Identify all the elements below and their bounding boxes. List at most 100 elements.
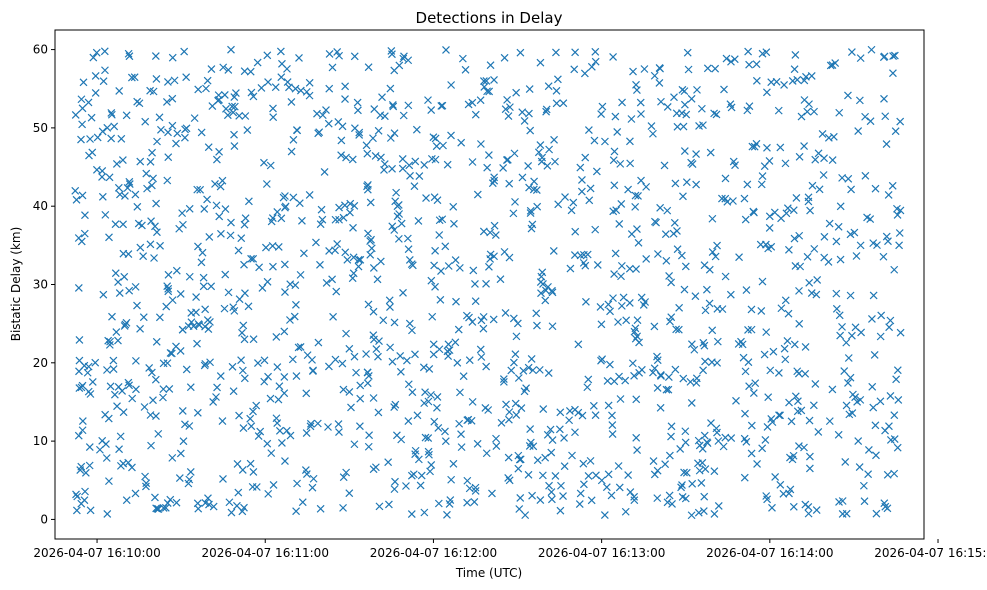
data-point bbox=[142, 479, 151, 488]
data-point bbox=[316, 504, 325, 513]
data-point bbox=[216, 372, 225, 380]
data-point bbox=[861, 112, 870, 121]
data-point bbox=[125, 52, 134, 61]
data-point bbox=[131, 190, 140, 199]
data-point bbox=[101, 66, 109, 75]
data-point bbox=[308, 367, 317, 375]
data-point bbox=[671, 179, 680, 188]
data-point bbox=[712, 424, 721, 433]
data-point bbox=[408, 326, 416, 335]
data-point bbox=[452, 297, 460, 306]
data-point bbox=[764, 244, 773, 253]
data-point bbox=[380, 112, 389, 121]
data-point bbox=[804, 193, 813, 202]
y-tick-label: 50 bbox=[33, 121, 48, 135]
data-point bbox=[350, 201, 359, 210]
data-point bbox=[240, 335, 249, 344]
data-point bbox=[471, 280, 479, 288]
data-point bbox=[91, 71, 100, 80]
data-point bbox=[504, 474, 513, 482]
data-point bbox=[882, 232, 891, 241]
data-point bbox=[688, 160, 697, 168]
y-tick-label: 20 bbox=[33, 356, 48, 370]
data-point bbox=[125, 177, 134, 186]
data-point bbox=[103, 123, 112, 132]
data-point bbox=[247, 88, 256, 97]
data-point bbox=[341, 95, 349, 104]
data-point bbox=[402, 356, 411, 365]
data-point bbox=[579, 459, 588, 468]
data-point bbox=[289, 135, 298, 144]
data-point bbox=[309, 474, 318, 483]
data-point bbox=[793, 407, 802, 416]
data-point bbox=[234, 488, 243, 497]
data-point bbox=[172, 342, 180, 351]
data-point bbox=[91, 89, 100, 97]
data-point bbox=[835, 108, 844, 117]
data-point bbox=[287, 147, 296, 156]
data-point bbox=[792, 193, 801, 202]
data-point bbox=[510, 149, 519, 158]
data-point bbox=[795, 231, 804, 240]
data-point bbox=[227, 45, 235, 54]
data-point bbox=[260, 377, 269, 386]
data-point bbox=[548, 286, 556, 295]
data-point bbox=[314, 338, 323, 347]
data-point bbox=[889, 52, 898, 60]
data-point bbox=[764, 393, 773, 402]
data-point bbox=[702, 285, 711, 294]
data-point bbox=[216, 182, 225, 191]
data-point bbox=[598, 102, 607, 111]
data-point bbox=[367, 244, 376, 253]
data-point bbox=[670, 93, 678, 102]
data-point bbox=[447, 131, 455, 140]
data-point bbox=[340, 201, 349, 210]
data-point bbox=[290, 312, 299, 321]
data-point bbox=[760, 162, 769, 171]
data-point bbox=[366, 198, 375, 207]
data-point bbox=[185, 422, 194, 430]
data-point bbox=[826, 61, 835, 70]
data-point bbox=[893, 204, 901, 213]
data-point bbox=[316, 220, 325, 229]
data-point bbox=[84, 98, 93, 107]
data-point bbox=[656, 371, 665, 379]
data-point bbox=[745, 382, 754, 391]
data-point bbox=[355, 422, 364, 431]
data-point bbox=[790, 65, 799, 74]
data-point bbox=[196, 185, 205, 194]
data-point bbox=[378, 93, 386, 102]
data-point bbox=[346, 199, 355, 208]
data-point bbox=[142, 169, 151, 178]
data-point bbox=[386, 84, 395, 93]
data-point bbox=[461, 65, 470, 74]
data-point bbox=[172, 498, 181, 507]
data-point bbox=[784, 309, 793, 318]
data-point bbox=[774, 369, 783, 377]
data-point bbox=[255, 263, 264, 272]
data-point bbox=[666, 317, 674, 326]
data-point bbox=[107, 134, 116, 143]
data-point bbox=[457, 138, 466, 147]
data-point bbox=[417, 471, 426, 480]
data-point bbox=[277, 73, 286, 82]
data-point bbox=[111, 220, 120, 229]
data-point bbox=[72, 195, 81, 204]
data-point bbox=[885, 323, 894, 332]
data-point bbox=[667, 432, 675, 441]
data-point bbox=[329, 312, 338, 321]
data-point bbox=[235, 111, 244, 120]
data-point bbox=[525, 109, 533, 118]
data-point bbox=[617, 199, 626, 208]
data-point bbox=[891, 127, 900, 136]
data-point bbox=[866, 117, 875, 126]
data-point bbox=[449, 202, 458, 211]
data-point bbox=[545, 145, 554, 154]
data-point bbox=[121, 320, 130, 329]
data-point bbox=[679, 374, 688, 383]
data-point bbox=[349, 223, 357, 232]
data-point bbox=[431, 134, 440, 143]
data-point bbox=[408, 261, 417, 270]
data-point bbox=[577, 187, 586, 196]
data-point bbox=[78, 417, 87, 425]
